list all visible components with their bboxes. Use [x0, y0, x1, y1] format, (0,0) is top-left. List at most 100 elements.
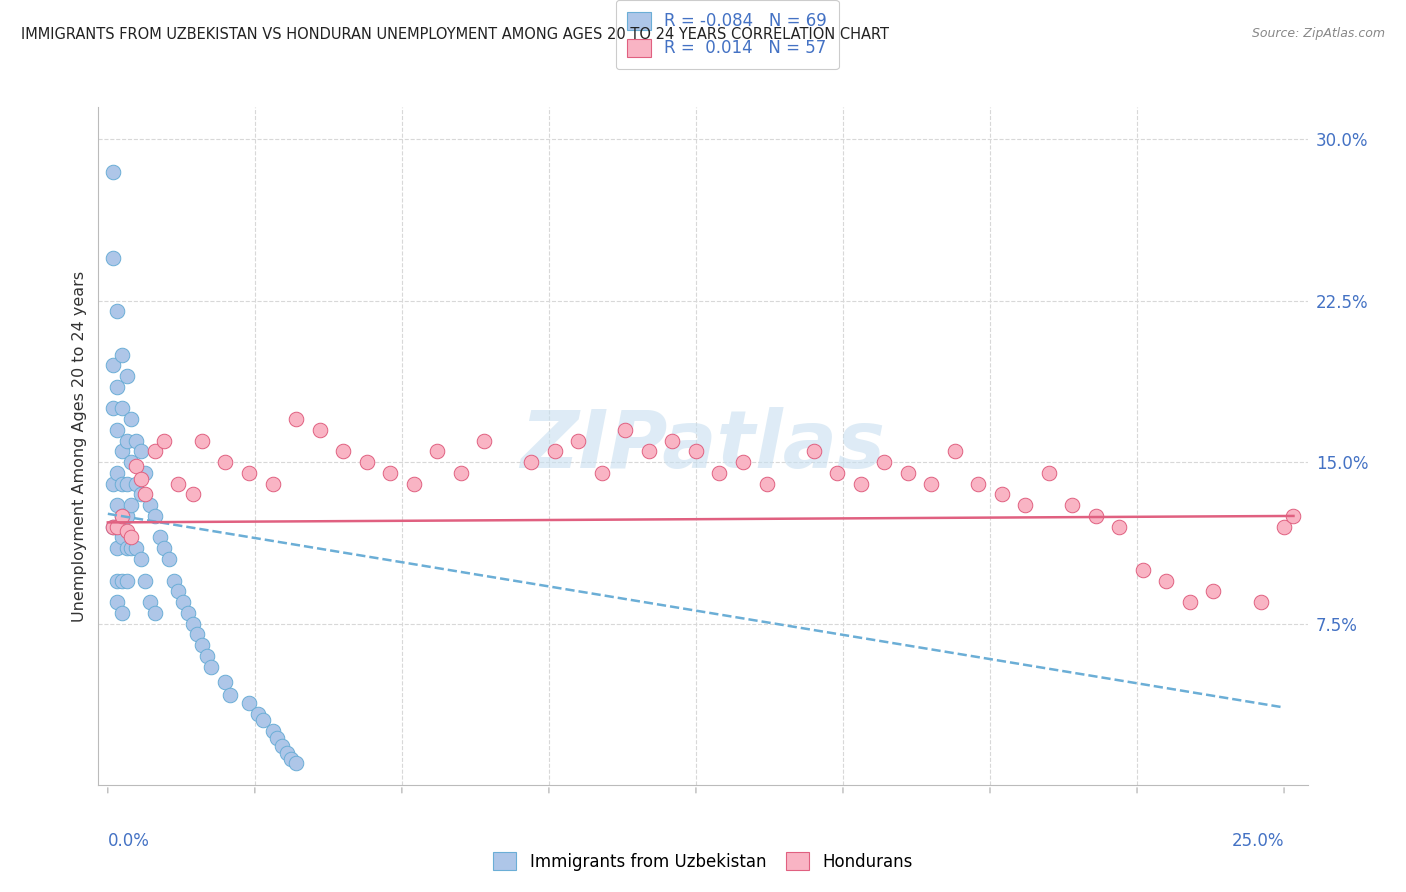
Point [1178, 595, 1201, 609]
Point [111, 531, 134, 545]
Point [990, 487, 1012, 501]
Point [262, 476, 284, 491]
Point [1108, 519, 1130, 533]
Point [472, 434, 495, 448]
Point [266, 731, 288, 745]
Point [177, 606, 200, 620]
Point [157, 552, 180, 566]
Point [920, 476, 942, 491]
Point [125, 459, 148, 474]
Point [803, 444, 825, 458]
Point [115, 369, 138, 384]
Point [105, 541, 128, 556]
Point [149, 531, 172, 545]
Point [115, 541, 138, 556]
Point [1250, 595, 1272, 609]
Point [115, 476, 138, 491]
Point [167, 476, 190, 491]
Point [520, 455, 543, 469]
Point [544, 444, 567, 458]
Point [709, 466, 731, 480]
Point [111, 476, 134, 491]
Point [105, 423, 128, 437]
Point [101, 164, 124, 178]
Point [167, 584, 190, 599]
Point [153, 541, 176, 556]
Point [125, 476, 148, 491]
Point [897, 466, 920, 480]
Point [731, 455, 754, 469]
Point [285, 756, 308, 771]
Point [1202, 584, 1225, 599]
Point [111, 444, 134, 458]
Point [129, 487, 152, 501]
Point [101, 401, 124, 416]
Point [1282, 508, 1305, 523]
Point [614, 423, 637, 437]
Point [120, 498, 142, 512]
Point [125, 434, 148, 448]
Point [262, 724, 284, 739]
Point [111, 508, 134, 523]
Point [591, 466, 613, 480]
Point [129, 444, 152, 458]
Point [378, 466, 401, 480]
Point [139, 595, 162, 609]
Point [105, 574, 128, 588]
Point [238, 466, 260, 480]
Point [638, 444, 661, 458]
Point [134, 466, 156, 480]
Point [285, 412, 308, 426]
Point [143, 508, 166, 523]
Point [115, 574, 138, 588]
Point [195, 648, 218, 663]
Point [181, 616, 204, 631]
Point [1014, 498, 1036, 512]
Point [120, 531, 142, 545]
Point [163, 574, 186, 588]
Point [105, 519, 128, 533]
Point [661, 434, 683, 448]
Point [967, 476, 990, 491]
Point [134, 574, 156, 588]
Point [105, 304, 128, 318]
Point [120, 412, 142, 426]
Point [1084, 508, 1107, 523]
Point [111, 401, 134, 416]
Point [111, 347, 134, 361]
Point [120, 541, 142, 556]
Point [280, 752, 302, 766]
Point [172, 595, 194, 609]
Point [115, 524, 138, 538]
Point [105, 380, 128, 394]
Text: Source: ZipAtlas.com: Source: ZipAtlas.com [1251, 27, 1385, 40]
Text: 25.0%: 25.0% [1232, 832, 1284, 850]
Point [101, 251, 124, 265]
Point [143, 606, 166, 620]
Point [214, 674, 236, 689]
Point [105, 519, 128, 533]
Point [115, 434, 138, 448]
Point [191, 434, 214, 448]
Point [332, 444, 354, 458]
Point [111, 606, 134, 620]
Point [111, 574, 134, 588]
Point [134, 487, 156, 501]
Point [238, 696, 260, 710]
Point [101, 359, 124, 373]
Point [129, 472, 152, 486]
Point [214, 455, 236, 469]
Point [426, 444, 449, 458]
Point [101, 476, 124, 491]
Point [105, 466, 128, 480]
Point [120, 455, 142, 469]
Point [1272, 519, 1295, 533]
Point [567, 434, 589, 448]
Point [191, 638, 214, 652]
Point [308, 423, 330, 437]
Point [825, 466, 848, 480]
Legend: R = -0.084   N = 69, R =  0.014   N = 57: R = -0.084 N = 69, R = 0.014 N = 57 [616, 0, 838, 69]
Legend: Immigrants from Uzbekistan, Hondurans: Immigrants from Uzbekistan, Hondurans [485, 844, 921, 880]
Point [219, 688, 242, 702]
Point [1156, 574, 1178, 588]
